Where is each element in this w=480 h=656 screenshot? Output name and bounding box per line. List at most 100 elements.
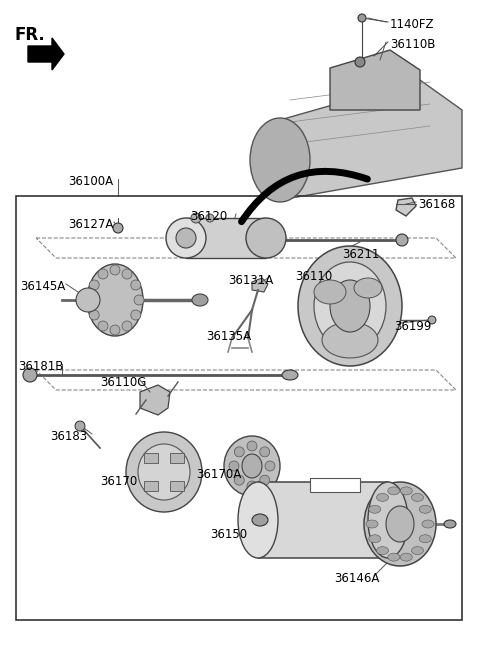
Ellipse shape: [176, 228, 196, 248]
Circle shape: [260, 447, 270, 457]
Circle shape: [355, 57, 365, 67]
Ellipse shape: [242, 454, 262, 478]
Ellipse shape: [252, 514, 268, 526]
Circle shape: [98, 269, 108, 279]
Circle shape: [23, 368, 37, 382]
Circle shape: [113, 223, 123, 233]
Polygon shape: [140, 385, 170, 415]
Text: 36120: 36120: [190, 210, 227, 223]
Ellipse shape: [224, 436, 280, 496]
Circle shape: [86, 295, 96, 305]
Circle shape: [206, 214, 214, 222]
Circle shape: [247, 441, 257, 451]
Circle shape: [75, 421, 85, 431]
Polygon shape: [396, 198, 416, 216]
Ellipse shape: [238, 482, 278, 558]
Text: 36170: 36170: [100, 475, 137, 488]
Polygon shape: [28, 38, 64, 70]
Circle shape: [122, 321, 132, 331]
Ellipse shape: [126, 432, 202, 512]
Circle shape: [260, 475, 270, 485]
Circle shape: [131, 280, 141, 290]
Circle shape: [358, 14, 366, 22]
Ellipse shape: [400, 553, 412, 561]
Circle shape: [247, 481, 257, 491]
Text: 36145A: 36145A: [20, 280, 65, 293]
Ellipse shape: [246, 218, 286, 258]
Ellipse shape: [322, 322, 378, 358]
Polygon shape: [280, 80, 462, 200]
Bar: [144, 481, 158, 491]
Circle shape: [234, 447, 244, 457]
Ellipse shape: [444, 520, 456, 528]
Ellipse shape: [366, 520, 378, 528]
Polygon shape: [330, 50, 420, 110]
Circle shape: [234, 475, 244, 485]
Ellipse shape: [330, 280, 370, 332]
Bar: [310, 478, 360, 492]
Polygon shape: [252, 278, 268, 292]
Ellipse shape: [369, 505, 381, 513]
Ellipse shape: [386, 506, 414, 542]
Bar: [16, 196, 462, 620]
Text: 36199: 36199: [394, 320, 432, 333]
Circle shape: [229, 461, 239, 471]
Ellipse shape: [376, 493, 388, 501]
Text: 36170A: 36170A: [196, 468, 241, 481]
Bar: [144, 453, 158, 463]
Circle shape: [89, 310, 99, 320]
Ellipse shape: [314, 262, 386, 350]
Ellipse shape: [192, 294, 208, 306]
Ellipse shape: [368, 482, 408, 558]
Circle shape: [265, 461, 275, 471]
Text: 36135A: 36135A: [206, 330, 251, 343]
Ellipse shape: [388, 487, 400, 495]
Ellipse shape: [422, 520, 434, 528]
Circle shape: [191, 213, 201, 223]
Text: 36131A: 36131A: [228, 274, 273, 287]
Circle shape: [110, 325, 120, 335]
Ellipse shape: [364, 482, 436, 566]
Bar: [186, 218, 266, 258]
Text: 36127A: 36127A: [68, 218, 113, 231]
Bar: [170, 481, 184, 491]
Circle shape: [110, 265, 120, 275]
Text: 36146A: 36146A: [334, 572, 379, 585]
Circle shape: [428, 316, 436, 324]
Circle shape: [89, 280, 99, 290]
Ellipse shape: [354, 278, 382, 298]
Bar: [258, 482, 388, 558]
Text: 36110B: 36110B: [390, 38, 435, 51]
Text: 36168: 36168: [418, 198, 455, 211]
Ellipse shape: [411, 546, 423, 554]
Text: 1140FZ: 1140FZ: [390, 18, 434, 31]
Ellipse shape: [376, 546, 388, 554]
Text: 36100A: 36100A: [68, 175, 113, 188]
Ellipse shape: [250, 118, 310, 202]
Ellipse shape: [369, 535, 381, 543]
Circle shape: [98, 321, 108, 331]
Ellipse shape: [388, 553, 400, 561]
Ellipse shape: [166, 218, 206, 258]
Text: 36110G: 36110G: [100, 376, 146, 389]
Ellipse shape: [419, 505, 431, 513]
Ellipse shape: [76, 288, 100, 312]
Text: 36110: 36110: [295, 270, 332, 283]
Ellipse shape: [411, 493, 423, 501]
Ellipse shape: [314, 280, 346, 304]
Text: 36181B: 36181B: [18, 360, 63, 373]
Circle shape: [396, 234, 408, 246]
Circle shape: [134, 295, 144, 305]
Circle shape: [122, 269, 132, 279]
Ellipse shape: [400, 487, 412, 495]
Ellipse shape: [138, 444, 190, 500]
Text: FR.: FR.: [14, 26, 45, 44]
Ellipse shape: [298, 246, 402, 366]
FancyArrowPatch shape: [241, 171, 367, 222]
Ellipse shape: [419, 535, 431, 543]
Ellipse shape: [87, 264, 143, 336]
Text: 36150: 36150: [210, 528, 247, 541]
Bar: [170, 453, 184, 463]
Ellipse shape: [282, 370, 298, 380]
Circle shape: [131, 310, 141, 320]
